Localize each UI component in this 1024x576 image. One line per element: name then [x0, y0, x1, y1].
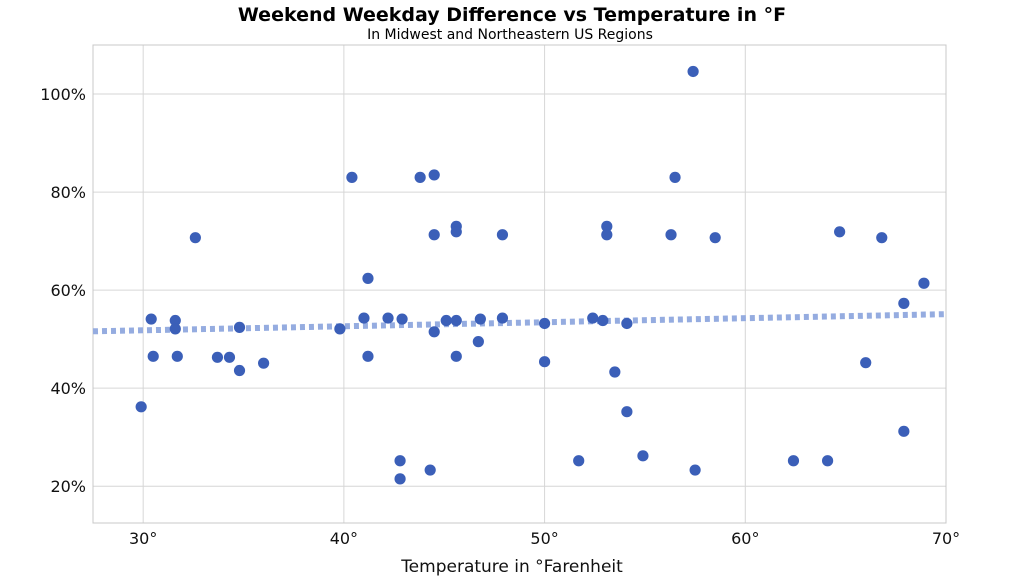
data-point [334, 323, 346, 335]
data-point [169, 314, 181, 327]
x-tick-label: 50° [530, 529, 558, 548]
data-point [362, 350, 374, 362]
data-point [898, 425, 910, 437]
data-point [171, 350, 183, 362]
data-point [496, 229, 509, 241]
data-point [787, 455, 800, 467]
data-point [918, 277, 930, 289]
data-point [597, 314, 609, 327]
x-tick-label: 70° [932, 529, 960, 548]
data-point [601, 229, 613, 241]
data-point [382, 312, 394, 324]
data-point [145, 313, 157, 325]
data-point [346, 171, 358, 183]
data-point [394, 473, 406, 485]
data-point [538, 317, 551, 330]
data-point [709, 232, 721, 244]
data-point [538, 356, 551, 368]
data-point [669, 171, 681, 183]
data-point [394, 455, 406, 467]
data-point [169, 323, 181, 335]
data-point [876, 232, 888, 244]
data-point [358, 312, 370, 324]
data-point [637, 450, 649, 462]
y-axis-ticks: 20% 40% 60% 80% 100% [40, 85, 86, 496]
trend-line [92, 311, 947, 335]
data-point [424, 464, 436, 476]
data-point [609, 366, 621, 378]
y-tick-label: 100% [40, 85, 86, 104]
data-point [189, 232, 201, 244]
data-point [223, 351, 236, 363]
data-points [135, 65, 930, 485]
data-point [147, 350, 159, 362]
data-point [834, 226, 846, 238]
y-tick-label: 60% [50, 281, 86, 300]
x-tick-label: 30° [129, 529, 157, 548]
data-point [472, 336, 484, 348]
data-point [258, 357, 270, 369]
data-point [621, 406, 633, 418]
data-point [474, 313, 486, 325]
data-point [601, 220, 613, 232]
x-tick-label: 60° [731, 529, 759, 548]
data-point [621, 317, 633, 330]
data-point [587, 312, 599, 324]
data-point [414, 171, 426, 183]
data-point [440, 314, 452, 327]
data-point [860, 357, 872, 369]
data-point [233, 364, 246, 377]
data-point [450, 226, 462, 238]
data-point [428, 229, 440, 241]
data-point [898, 297, 910, 309]
data-point [665, 229, 677, 241]
data-point [428, 169, 440, 181]
data-point [689, 464, 701, 476]
chart-subtitle: In Midwest and Northeastern US Regions [367, 27, 653, 43]
data-point [362, 272, 374, 284]
data-point [450, 350, 462, 362]
y-tick-label: 40% [50, 379, 86, 398]
data-point [233, 321, 246, 333]
x-axis-ticks: 30° 40° 50° 60° 70° [129, 529, 960, 548]
data-point [496, 312, 509, 324]
grid-lines [93, 45, 946, 523]
data-point [135, 401, 147, 413]
data-point [211, 351, 224, 363]
data-point [821, 455, 834, 467]
data-point [450, 314, 462, 327]
y-tick-label: 20% [50, 477, 86, 496]
plot-frame [92, 44, 947, 524]
data-point [573, 455, 585, 467]
x-tick-label: 40° [330, 529, 358, 548]
chart-title: Weekend Weekday Difference vs Temperatur… [238, 4, 786, 26]
data-point [687, 65, 699, 78]
x-axis-label: Temperature in °Farenheit [400, 557, 623, 576]
data-point [396, 313, 408, 325]
y-tick-label: 80% [50, 183, 86, 202]
data-point [428, 326, 440, 338]
